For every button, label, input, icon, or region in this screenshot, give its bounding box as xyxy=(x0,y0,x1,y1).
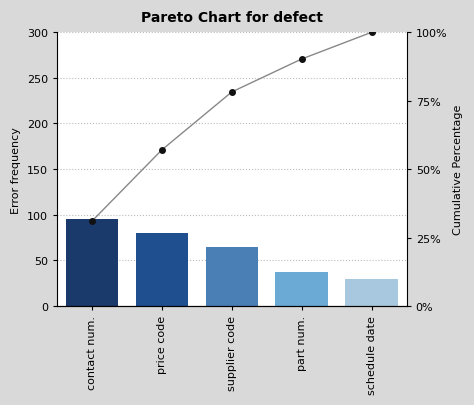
Bar xyxy=(136,233,188,306)
Y-axis label: Error frequency: Error frequency xyxy=(11,126,21,213)
Bar xyxy=(206,247,258,306)
Bar xyxy=(65,220,118,306)
Title: Pareto Chart for defect: Pareto Chart for defect xyxy=(141,11,323,25)
Bar xyxy=(346,279,398,306)
Bar xyxy=(275,273,328,306)
Y-axis label: Cumulative Percentage: Cumulative Percentage xyxy=(453,104,463,235)
